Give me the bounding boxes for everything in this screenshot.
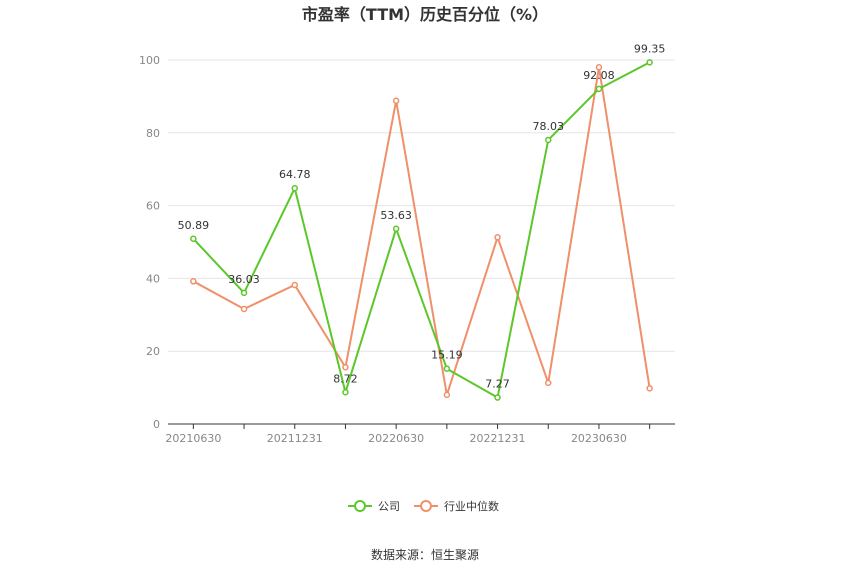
y-tick-label: 40 [146,272,160,285]
x-tick-label: 20210630 [165,432,221,445]
y-tick-label: 60 [146,200,160,213]
x-tick-label: 20230630 [571,432,627,445]
grid-lines [168,59,675,352]
data-point [443,365,451,372]
series-line-company [192,61,651,399]
data-label: 53.63 [380,209,412,222]
data-point [494,394,501,401]
data-label: 50.89 [178,219,210,232]
data-point [545,136,552,144]
data-point [240,305,248,313]
data-labels: 50.89 36.03 64.78 8.72 53.63 15.19 7.27 78.03 92… [178,42,666,390]
data-point [494,234,501,241]
data-label: 7.27 [485,378,510,391]
data-point [646,59,653,66]
data-label: 36.03 [228,273,260,286]
y-tick-label: 80 [146,127,160,140]
data-point [291,281,298,289]
data-point [545,379,552,387]
data-point [595,85,603,93]
chart-title: 市盈率（TTM）历史百分位（%） [302,5,548,24]
y-tick-label: 100 [139,54,160,67]
data-point [595,64,603,71]
legend-label: 公司 [378,500,400,513]
legend-marker [354,500,366,512]
legend-label: 行业中位数 [444,499,499,513]
data-point [342,363,349,371]
series-layer [190,59,653,401]
x-tick-label: 20220630 [368,432,424,445]
legend-item-company[interactable]: 公司 [348,500,400,513]
x-tick-label: 20221231 [470,432,526,445]
y-tick-label: 20 [146,345,160,358]
data-label: 64.78 [279,168,311,181]
data-point [646,385,653,392]
data-point [240,289,248,297]
legend-item-industry-median[interactable]: 行业中位数 [414,499,499,513]
data-point [392,97,400,105]
data-label: 15.19 [431,349,463,362]
data-point [342,389,349,396]
data-point [291,184,298,192]
x-tick-label: 20211231 [267,432,323,445]
data-label: 99.35 [634,42,666,55]
y-axis-ticks: 0 20 40 60 80 100 [139,54,160,431]
series-line-industry-median [192,66,651,396]
legend-marker [420,500,432,512]
data-point [443,391,451,399]
y-tick-label: 0 [153,418,160,431]
data-point [190,278,197,285]
legend[interactable]: 公司 行业中位数 [348,499,499,513]
data-label: 92.08 [583,69,615,82]
data-label: 78.03 [533,120,565,133]
x-axis: 20210630 20211231 20220630 20221231 20230630 [165,423,675,445]
data-label: 8.72 [333,372,358,385]
data-point [190,235,197,243]
source-note: 数据来源：恒生聚源 [371,547,479,562]
data-point [392,225,400,233]
